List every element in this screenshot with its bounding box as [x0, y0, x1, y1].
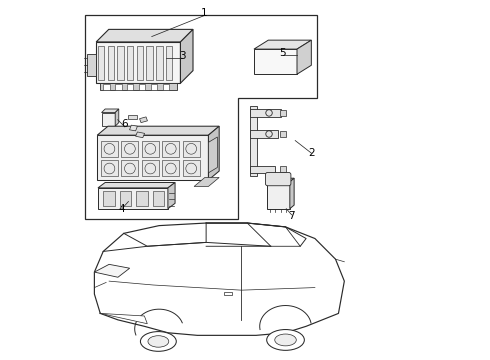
Polygon shape [97, 126, 219, 135]
Bar [162, 160, 179, 176]
Text: 3: 3 [179, 51, 186, 61]
Polygon shape [129, 125, 137, 131]
Polygon shape [267, 182, 290, 209]
Bar [163, 84, 169, 90]
Bar [127, 84, 133, 90]
Polygon shape [128, 115, 137, 119]
Polygon shape [140, 117, 147, 123]
Ellipse shape [141, 332, 176, 351]
Bar [280, 131, 286, 137]
Bar [136, 191, 148, 206]
Polygon shape [100, 83, 177, 90]
Bar [101, 140, 118, 157]
Bar [137, 45, 143, 80]
Text: 6: 6 [122, 120, 128, 129]
Polygon shape [98, 188, 168, 209]
Bar [147, 45, 153, 80]
Polygon shape [168, 183, 175, 209]
Bar [127, 45, 133, 80]
Polygon shape [290, 178, 294, 209]
Text: 1: 1 [200, 8, 207, 18]
Polygon shape [250, 166, 275, 173]
Bar [153, 191, 164, 206]
Bar [280, 166, 286, 172]
Bar [120, 191, 131, 206]
Bar [108, 45, 114, 80]
Polygon shape [254, 49, 297, 74]
Polygon shape [115, 109, 119, 126]
Polygon shape [208, 137, 218, 173]
Polygon shape [297, 40, 311, 74]
Ellipse shape [148, 336, 169, 347]
Bar [280, 111, 286, 116]
Bar [103, 84, 110, 90]
Bar [162, 140, 179, 157]
Ellipse shape [275, 334, 296, 346]
Polygon shape [96, 30, 193, 42]
Bar [122, 160, 139, 176]
Polygon shape [100, 314, 147, 324]
Polygon shape [208, 126, 219, 180]
Polygon shape [101, 109, 119, 113]
Bar [103, 191, 115, 206]
Bar [117, 45, 124, 80]
Polygon shape [250, 107, 257, 176]
Bar [156, 45, 163, 80]
Polygon shape [96, 42, 180, 83]
Text: 2: 2 [308, 148, 315, 158]
Bar [183, 160, 200, 176]
Ellipse shape [267, 329, 304, 350]
Polygon shape [101, 113, 115, 126]
Bar [142, 160, 159, 176]
Polygon shape [194, 177, 219, 186]
Polygon shape [95, 264, 130, 277]
Polygon shape [95, 223, 344, 336]
Polygon shape [98, 183, 175, 188]
Bar [139, 84, 146, 90]
Bar [122, 140, 139, 157]
Bar [115, 84, 122, 90]
Polygon shape [97, 135, 208, 180]
Polygon shape [136, 132, 145, 138]
Polygon shape [254, 40, 311, 49]
Bar [183, 140, 200, 157]
Bar [151, 84, 157, 90]
Polygon shape [250, 109, 281, 117]
Bar [224, 292, 232, 295]
Text: 4: 4 [118, 204, 124, 214]
Polygon shape [87, 54, 96, 76]
Polygon shape [180, 30, 193, 83]
Bar [101, 160, 118, 176]
Bar [166, 45, 172, 80]
Bar [98, 45, 104, 80]
Text: 7: 7 [288, 211, 295, 221]
Bar [142, 140, 159, 157]
Polygon shape [250, 130, 278, 138]
FancyBboxPatch shape [266, 172, 291, 186]
Text: 5: 5 [279, 48, 286, 58]
Polygon shape [267, 178, 294, 182]
